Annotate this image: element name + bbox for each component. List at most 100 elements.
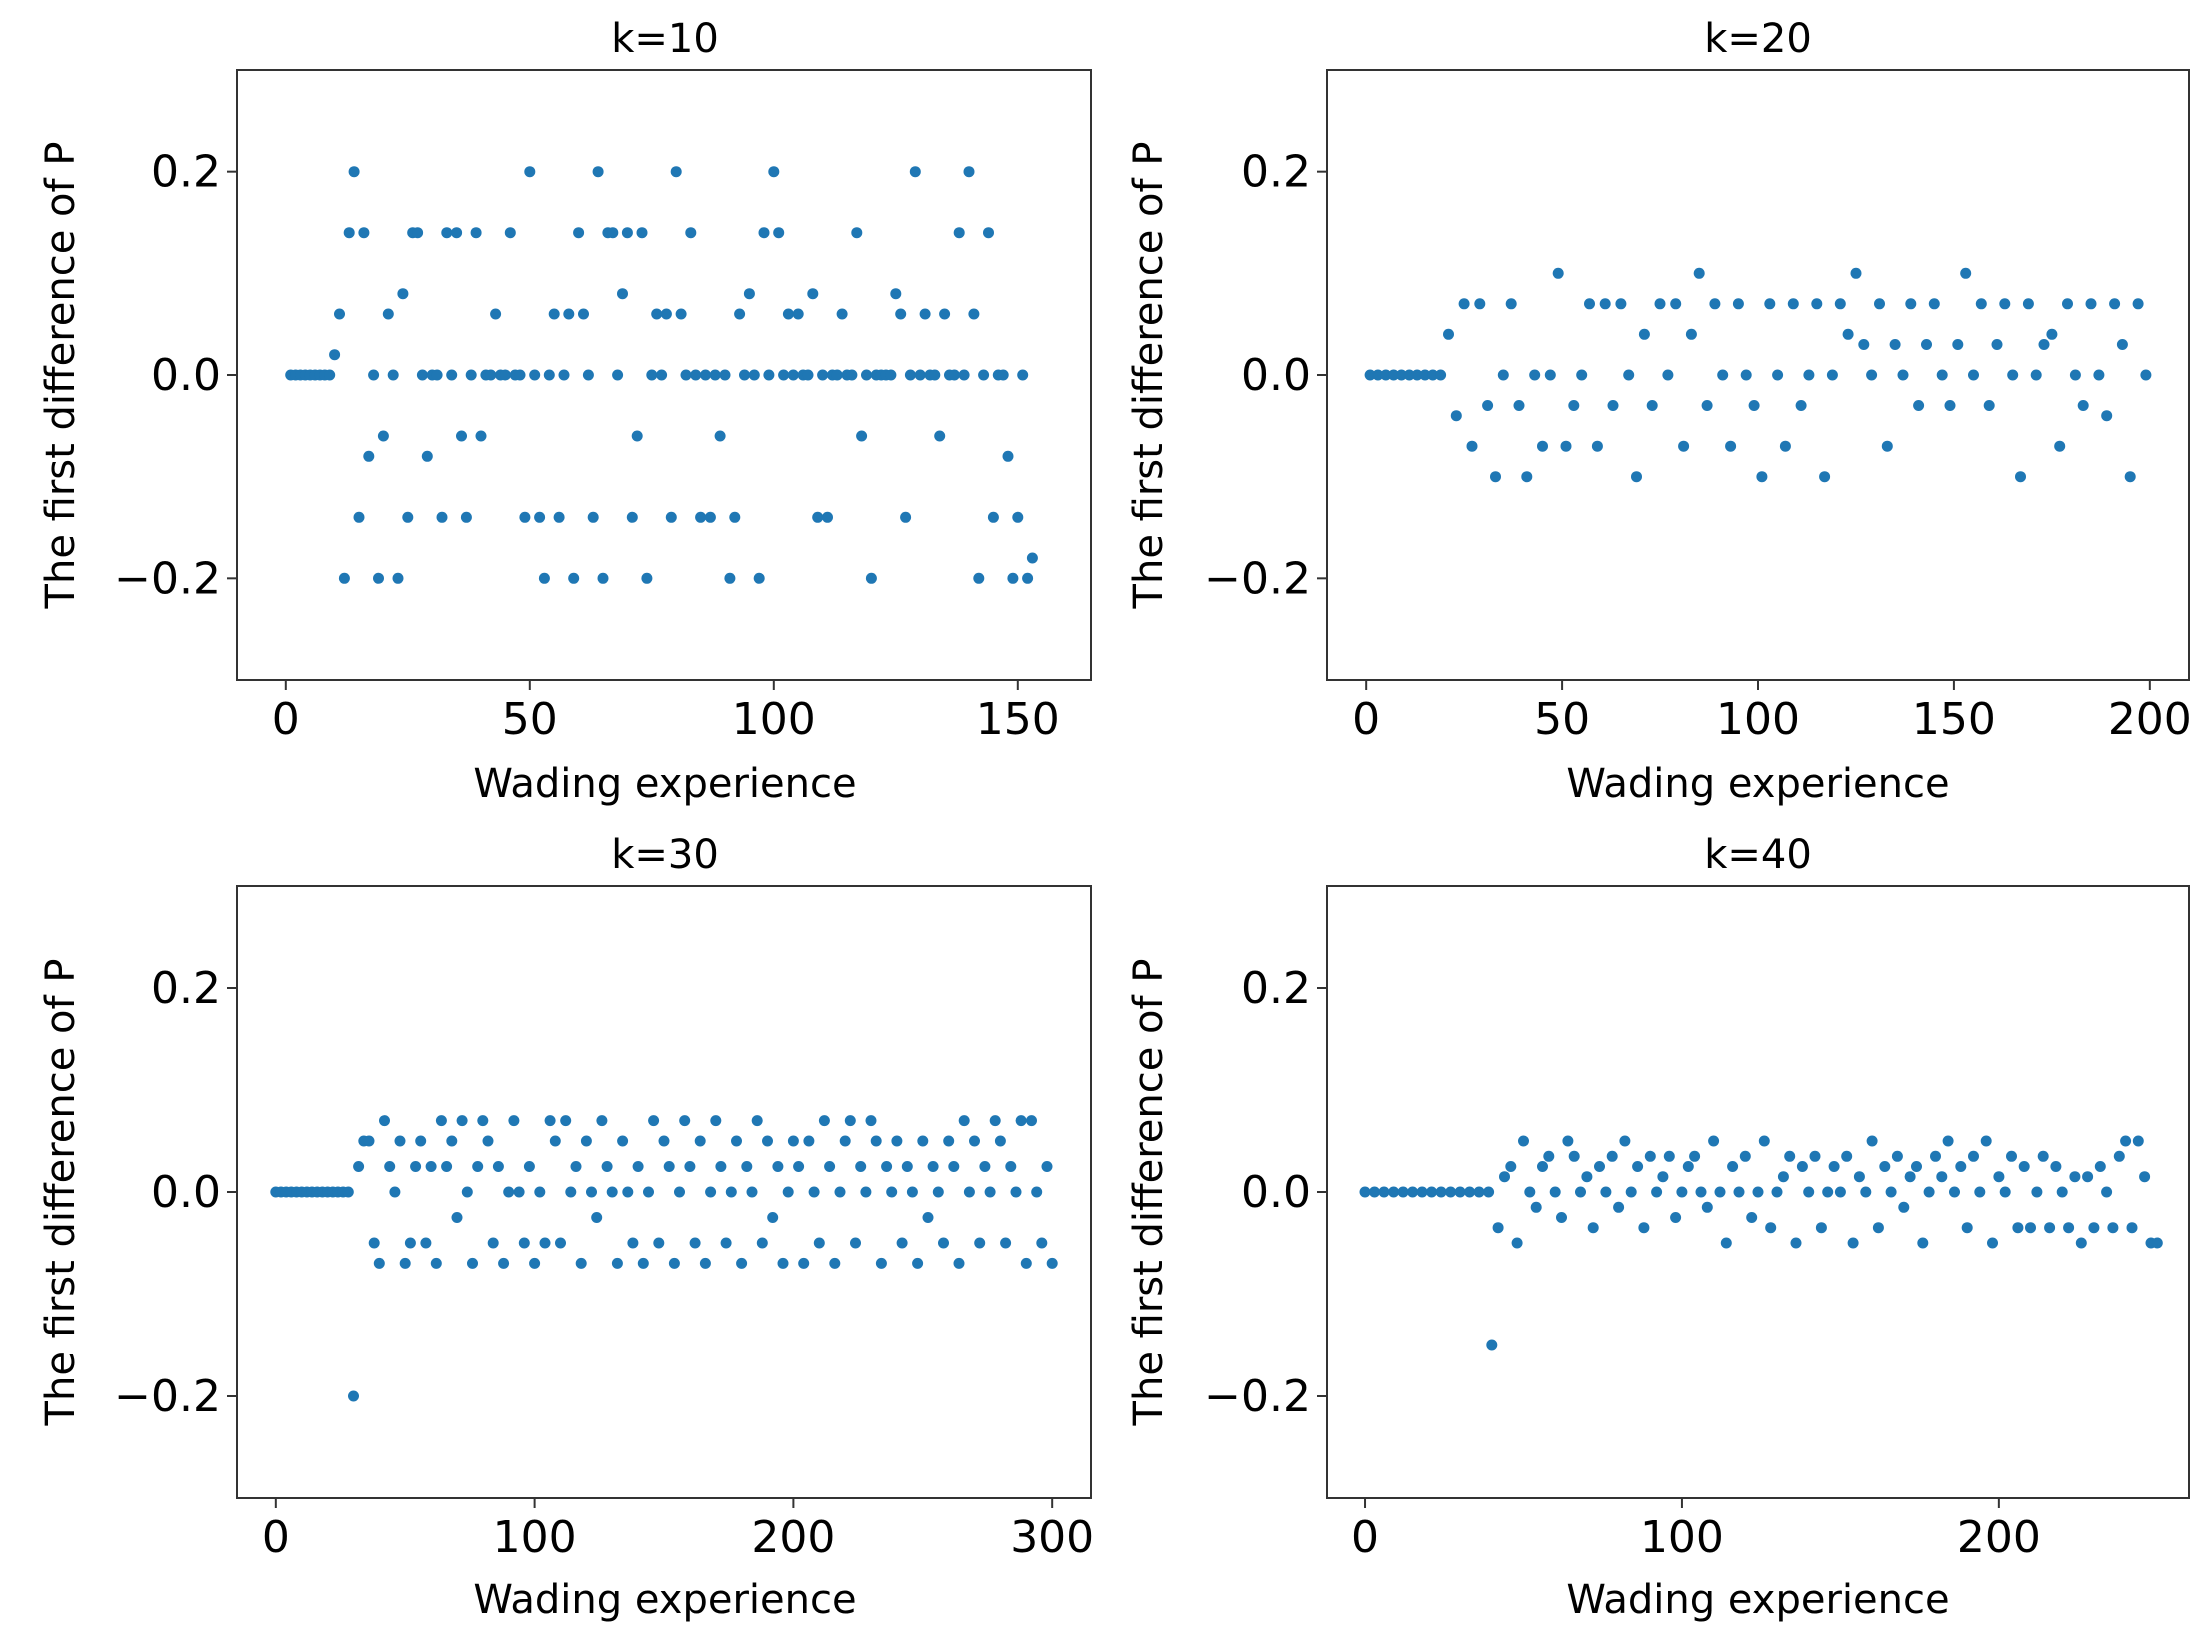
data-point <box>767 1212 779 1223</box>
data-point <box>938 1237 949 1249</box>
data-point <box>968 308 980 320</box>
subplot-k20: k=20 Wading experience The first differe… <box>1126 16 2192 807</box>
data-point <box>1891 1150 1903 1162</box>
data-point <box>1740 369 1752 381</box>
data-point <box>538 572 550 584</box>
data-point <box>948 1161 960 1172</box>
data-point <box>2031 1186 2043 1198</box>
data-point <box>472 1161 484 1172</box>
data-point <box>1885 1186 1897 1198</box>
data-point <box>570 1161 582 1172</box>
data-point <box>824 1161 836 1172</box>
data-point <box>700 369 711 381</box>
data-point <box>2075 1237 2087 1249</box>
data-point <box>1619 1135 1631 1147</box>
data-point <box>1031 1186 1043 1198</box>
data-point <box>2085 298 2097 310</box>
data-point <box>435 1115 447 1127</box>
data-point <box>1002 450 1014 462</box>
data-point <box>1007 572 1019 584</box>
data-point <box>1020 1257 1032 1269</box>
data-point <box>617 288 628 300</box>
data-point <box>611 1257 623 1269</box>
data-point <box>1482 400 1494 411</box>
data-point <box>451 227 463 239</box>
data-point <box>1936 369 1948 381</box>
data-point <box>1521 471 1533 483</box>
data-point <box>1552 267 1564 279</box>
data-point <box>1524 1186 1536 1198</box>
data-point <box>1518 1135 1529 1147</box>
data-point <box>334 308 345 320</box>
y-tick-label: −0.2 <box>114 553 221 604</box>
data-point <box>601 1161 613 1172</box>
data-point <box>684 1161 696 1172</box>
data-point <box>415 1135 427 1147</box>
data-point <box>1779 440 1791 452</box>
data-point <box>389 1186 401 1198</box>
data-point <box>1657 1171 1669 1183</box>
scatter-points <box>285 166 1038 584</box>
data-point <box>2124 471 2136 483</box>
data-point <box>534 1186 546 1198</box>
data-point <box>1473 1186 1485 1198</box>
data-point <box>1765 1222 1777 1234</box>
data-point <box>1847 1237 1859 1249</box>
data-point <box>1993 1171 2005 1183</box>
data-point <box>1599 298 1611 310</box>
data-point <box>368 1237 380 1249</box>
data-point <box>1644 1150 1656 1162</box>
data-point <box>1513 400 1525 411</box>
data-point <box>1587 1222 1599 1234</box>
x-tick-label: 200 <box>751 1512 835 1563</box>
data-point <box>2113 1150 2125 1162</box>
data-point <box>1419 369 1431 381</box>
data-point <box>1372 369 1384 381</box>
data-point <box>487 1237 499 1249</box>
data-point <box>997 369 1009 381</box>
data-point <box>1615 298 1627 310</box>
data-point <box>348 1390 359 1402</box>
data-point <box>855 1161 867 1172</box>
data-point <box>1913 400 1925 411</box>
data-point <box>917 1135 929 1147</box>
data-point <box>353 511 365 523</box>
x-tick-label: 0 <box>1352 694 1380 745</box>
data-point <box>705 1186 717 1198</box>
data-point <box>1435 369 1447 381</box>
data-point <box>1662 369 1674 381</box>
data-point <box>1739 1150 1751 1162</box>
data-point <box>1999 1186 2011 1198</box>
data-point <box>1803 1186 1815 1198</box>
data-point <box>1017 369 1029 381</box>
data-point <box>817 369 829 381</box>
data-point <box>1490 471 1501 483</box>
x-tick-label: 100 <box>493 1512 577 1563</box>
y-tick-label: −0.2 <box>1204 553 1311 604</box>
data-point <box>929 369 941 381</box>
data-point <box>653 1237 665 1249</box>
data-point <box>973 572 985 584</box>
data-point <box>420 1237 432 1249</box>
data-point <box>1427 369 1439 381</box>
data-point <box>2063 1222 2075 1234</box>
data-point <box>1955 1161 1967 1172</box>
data-point <box>1651 1186 1663 1198</box>
data-point <box>668 1257 680 1269</box>
data-point <box>1942 1135 1954 1147</box>
data-point <box>715 1161 727 1172</box>
data-point <box>1758 1135 1770 1147</box>
data-point <box>1717 369 1729 381</box>
data-point <box>1748 400 1760 411</box>
data-point <box>441 1161 453 1172</box>
data-point <box>1026 552 1038 564</box>
data-point <box>1860 1186 1872 1198</box>
data-point <box>1575 1186 1586 1198</box>
data-point <box>2132 1135 2144 1147</box>
data-point <box>922 1212 934 1223</box>
x-ticks: 0 50 100 150 200 <box>1352 680 2192 745</box>
data-point <box>753 572 765 584</box>
data-point <box>812 511 824 523</box>
data-point <box>870 1135 882 1147</box>
data-point <box>808 1186 820 1198</box>
